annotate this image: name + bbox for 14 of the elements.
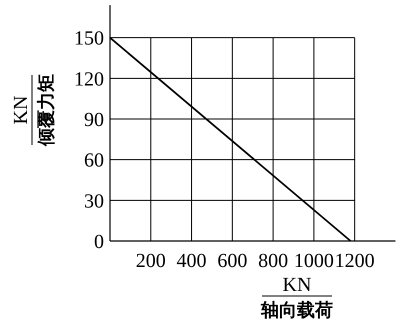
x-tick-label: 400: [176, 250, 207, 272]
y-tick-label: 60: [84, 150, 104, 172]
y-axis-title: KN 倾覆力矩: [10, 74, 57, 147]
x-tick-label: 600: [217, 250, 248, 272]
x-tick-label: 800: [258, 250, 288, 272]
y-tick-label: 0: [94, 231, 104, 253]
y-tick-label: 90: [84, 109, 104, 131]
x-tick-label: 1000: [294, 250, 334, 272]
x-axis-title: KN 轴向载荷: [260, 274, 333, 321]
y-tick-label: 120: [74, 68, 104, 90]
y-tick-label: 30: [84, 190, 104, 212]
x-tick-label: 200: [136, 250, 166, 272]
x-tick-label: 1200: [334, 250, 375, 272]
y-tick-label: 150: [74, 28, 104, 50]
